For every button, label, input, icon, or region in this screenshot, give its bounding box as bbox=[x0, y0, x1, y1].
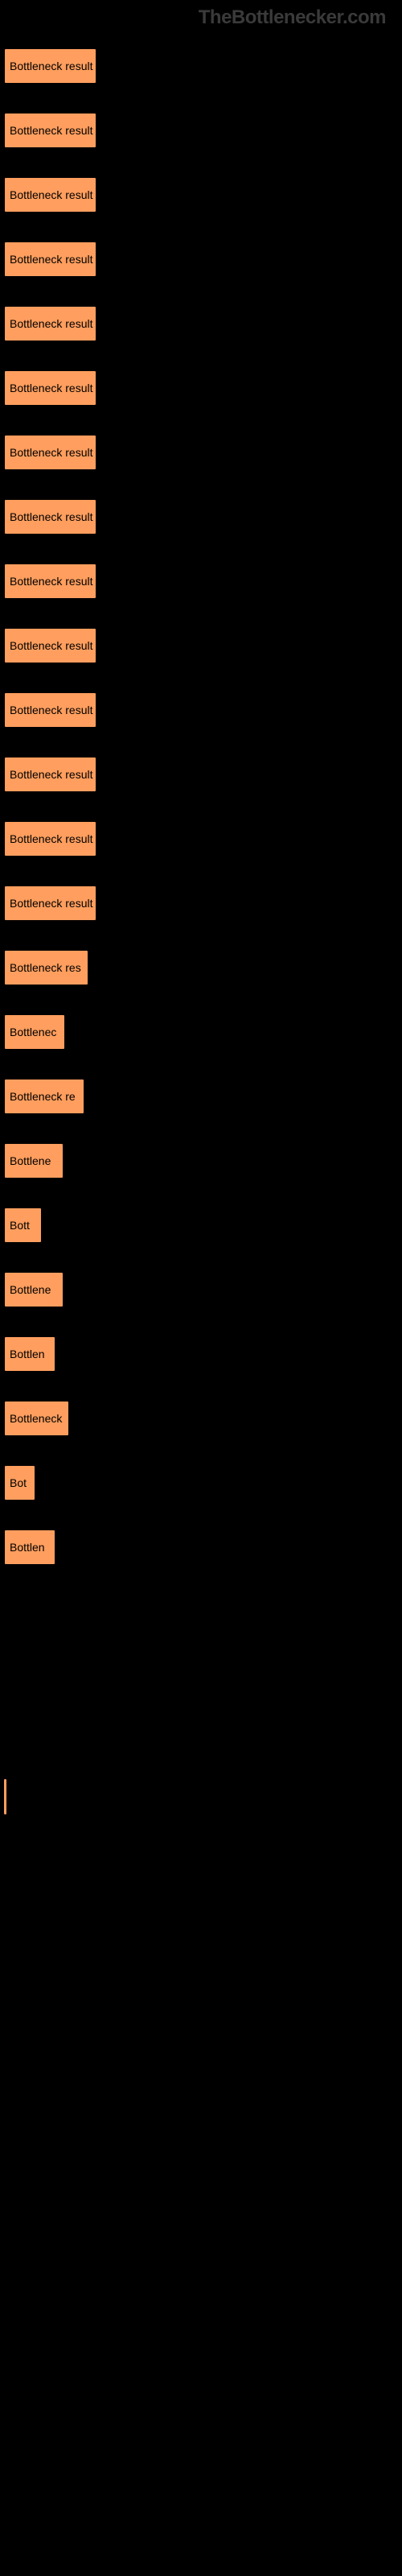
bar-row: Bottlene bbox=[4, 1127, 398, 1191]
bar: Bottleneck result bbox=[4, 499, 96, 535]
bar: Bottleneck bbox=[4, 1401, 69, 1436]
bar-row: Bottleneck result bbox=[4, 290, 398, 354]
bar-row: Bottleneck result bbox=[4, 354, 398, 419]
bar-row: Bottleneck bbox=[4, 1385, 398, 1449]
bar-row: Bottlene bbox=[4, 1256, 398, 1320]
bar: Bottleneck result bbox=[4, 242, 96, 277]
thin-bar bbox=[4, 1779, 6, 1814]
bar: Bottleneck result bbox=[4, 370, 96, 406]
bar: Bottleneck res bbox=[4, 950, 88, 985]
bar: Bot bbox=[4, 1465, 35, 1501]
bar-row: Bottleneck result bbox=[4, 547, 398, 612]
bar-row: Bottleneck result bbox=[4, 869, 398, 934]
bar-row: Bottlen bbox=[4, 1513, 398, 1578]
bar: Bottleneck result bbox=[4, 113, 96, 148]
bar: Bottleneck result bbox=[4, 306, 96, 341]
bar-row: Bottleneck result bbox=[4, 741, 398, 805]
bar: Bottleneck result bbox=[4, 886, 96, 921]
bar-row: Bottlen bbox=[4, 1320, 398, 1385]
bar-row: Bottleneck result bbox=[4, 32, 398, 97]
bar-row: Bottleneck result bbox=[4, 805, 398, 869]
bar: Bottleneck re bbox=[4, 1079, 84, 1114]
bar-row: Bottleneck result bbox=[4, 97, 398, 161]
bar: Bottleneck result bbox=[4, 564, 96, 599]
bar: Bottleneck result bbox=[4, 435, 96, 470]
watermark-text: TheBottlenecker.com bbox=[199, 6, 386, 29]
bar-row: Bottleneck res bbox=[4, 934, 398, 998]
bar-row: Bott bbox=[4, 1191, 398, 1256]
bar-row: Bottlenec bbox=[4, 998, 398, 1063]
bar-row: Bottleneck re bbox=[4, 1063, 398, 1127]
bar: Bottlen bbox=[4, 1530, 55, 1565]
bar-chart: Bottleneck result Bottleneck result Bottle… bbox=[4, 32, 398, 1578]
bar: Bottlenec bbox=[4, 1014, 65, 1050]
bar-row: Bottleneck result bbox=[4, 676, 398, 741]
bar: Bottleneck result bbox=[4, 628, 96, 663]
bar-row: Bot bbox=[4, 1449, 398, 1513]
bar-row: Bottleneck result bbox=[4, 225, 398, 290]
bar: Bottleneck result bbox=[4, 757, 96, 792]
bar: Bottlene bbox=[4, 1143, 64, 1179]
bar: Bottlene bbox=[4, 1272, 64, 1307]
bar: Bottleneck result bbox=[4, 177, 96, 213]
bar-row: Bottleneck result bbox=[4, 612, 398, 676]
bar: Bottleneck result bbox=[4, 692, 96, 728]
bar: Bottleneck result bbox=[4, 48, 96, 84]
bar-row: Bottleneck result bbox=[4, 161, 398, 225]
bar: Bott bbox=[4, 1208, 42, 1243]
bar-row: Bottleneck result bbox=[4, 483, 398, 547]
bar: Bottleneck result bbox=[4, 821, 96, 857]
bar: Bottlen bbox=[4, 1336, 55, 1372]
bar-row: Bottleneck result bbox=[4, 419, 398, 483]
